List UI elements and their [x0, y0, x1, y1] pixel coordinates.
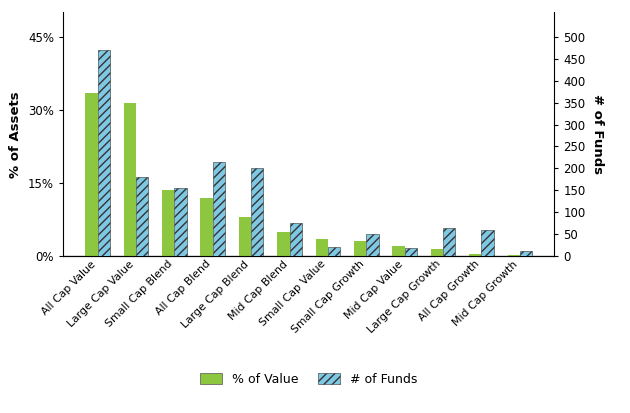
Bar — [520, 251, 532, 256]
Bar — [404, 248, 417, 256]
Bar — [213, 162, 225, 256]
Legend: % of Value, # of Funds: % of Value, # of Funds — [195, 368, 423, 391]
Bar — [277, 232, 290, 256]
Bar — [200, 197, 213, 256]
Bar — [162, 190, 175, 256]
Bar — [481, 230, 494, 256]
Y-axis label: % of Assets: % of Assets — [9, 91, 23, 178]
Bar — [175, 188, 186, 256]
Bar — [123, 102, 136, 256]
Bar — [328, 247, 340, 256]
Bar — [469, 254, 481, 256]
Bar — [136, 177, 148, 256]
Bar — [366, 234, 379, 256]
Bar — [85, 93, 98, 256]
Y-axis label: # of Funds: # of Funds — [591, 94, 604, 174]
Bar — [239, 217, 251, 256]
Bar — [443, 228, 455, 256]
Bar — [290, 223, 302, 256]
Bar — [251, 169, 263, 256]
Bar — [316, 239, 328, 256]
Bar — [431, 249, 443, 256]
Bar — [392, 246, 404, 256]
Bar — [508, 255, 520, 256]
Bar — [98, 50, 110, 256]
Bar — [354, 242, 366, 256]
